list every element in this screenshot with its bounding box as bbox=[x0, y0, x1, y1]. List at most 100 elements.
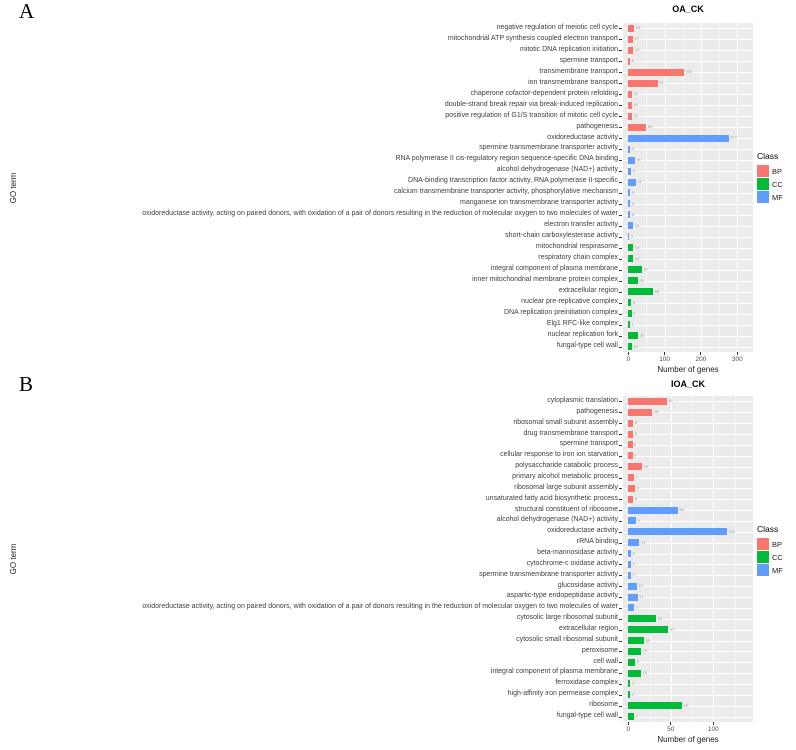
legend-items: BP CC MF bbox=[757, 538, 796, 576]
x-axis-title: Number of genes bbox=[657, 365, 719, 374]
category-label: spermine transmembrane transporter activ… bbox=[479, 144, 618, 152]
row-gridline bbox=[623, 247, 753, 249]
y-axis-tick bbox=[619, 488, 622, 490]
legend-title: Class bbox=[757, 151, 779, 161]
bar bbox=[628, 68, 685, 76]
bar-value-label: 6 bbox=[631, 58, 635, 64]
category-label: ribosomal small subunit assembly bbox=[513, 418, 618, 426]
row-gridline bbox=[623, 149, 753, 151]
category-label: high-affinity iron permease complex bbox=[507, 690, 618, 698]
bar bbox=[628, 506, 678, 514]
category-label: mitochondrial ATP synthesis coupled elec… bbox=[447, 34, 618, 42]
category-label: rRNA binding bbox=[576, 538, 618, 546]
row-gridline bbox=[623, 575, 753, 577]
row-gridline bbox=[623, 291, 753, 293]
bar bbox=[628, 57, 631, 65]
legend: Class BP CC MF bbox=[757, 151, 796, 204]
bar bbox=[628, 299, 632, 307]
category-label: extracellular region bbox=[558, 625, 618, 633]
x-axis-tick bbox=[627, 352, 629, 355]
bar-value-label: 21 bbox=[637, 179, 642, 185]
y-axis-tick bbox=[619, 39, 622, 41]
legend-item-cc: CC bbox=[757, 178, 796, 190]
category-label: ribosomal large subunit assembly bbox=[514, 483, 618, 491]
bar-value-label: 2 bbox=[631, 691, 634, 697]
bar bbox=[628, 637, 644, 644]
y-axis-tick bbox=[619, 477, 622, 479]
bar-value-label: 5 bbox=[631, 211, 634, 217]
row-gridline bbox=[623, 214, 753, 216]
minor-gridline bbox=[682, 23, 684, 352]
y-axis-tick bbox=[619, 466, 622, 468]
category-label: cell wall bbox=[593, 657, 618, 665]
row-gridline bbox=[623, 412, 753, 414]
bar bbox=[628, 539, 640, 547]
bar bbox=[628, 211, 631, 219]
panel-letter-a: A bbox=[19, 0, 35, 23]
row-gridline bbox=[623, 269, 753, 271]
category-label: DNA-binding transcription factor activit… bbox=[408, 177, 618, 185]
bar-value-label: 12 bbox=[634, 36, 639, 42]
bar-value-label: 5 bbox=[634, 452, 637, 458]
x-axis-tick bbox=[700, 352, 702, 355]
legend-item-mf: MF bbox=[757, 564, 796, 576]
category-label: double-strand break repair via break-ind… bbox=[444, 100, 618, 108]
row-gridline bbox=[623, 694, 753, 696]
bar bbox=[628, 255, 634, 263]
row-gridline bbox=[623, 182, 753, 184]
bar-value-label: 15 bbox=[642, 648, 647, 654]
y-axis-tick bbox=[619, 705, 622, 707]
y-axis-tick bbox=[619, 280, 622, 282]
row-gridline bbox=[623, 28, 753, 30]
plot-title: OA_CK bbox=[672, 4, 704, 14]
bar-value-label: 63 bbox=[683, 702, 688, 708]
category-label: beta-mannosidase activity bbox=[537, 549, 618, 557]
row-gridline bbox=[623, 258, 753, 260]
bar-value-label: 58 bbox=[679, 507, 684, 513]
y-axis-tick bbox=[619, 673, 622, 675]
row-gridline bbox=[623, 716, 753, 718]
bar bbox=[628, 452, 633, 460]
category-label: cytosolic small ribosomal subunit bbox=[516, 635, 618, 643]
bar bbox=[628, 321, 630, 329]
category-label: spermine transport bbox=[559, 56, 618, 64]
bar-value-label: 3 bbox=[632, 550, 635, 556]
row-gridline bbox=[623, 72, 753, 74]
major-gridline bbox=[628, 396, 630, 722]
bar bbox=[628, 463, 642, 471]
category-label: pathogenesis bbox=[576, 407, 618, 415]
plot-area: 16 12 14 6 154 81 11 10 11 50 277 5 18 8 21 5 5 5 14 3 14 14 3… bbox=[623, 23, 753, 352]
row-gridline bbox=[623, 444, 753, 446]
bar-value-label: 10 bbox=[638, 583, 643, 589]
row-gridline bbox=[623, 127, 753, 129]
category-label: nuclear pre-replicative complex bbox=[521, 297, 618, 305]
bar-value-label: 5 bbox=[634, 441, 637, 447]
bar bbox=[628, 112, 633, 120]
bar-value-label: 81 bbox=[659, 80, 664, 86]
bar bbox=[628, 495, 634, 503]
y-axis-tick bbox=[619, 434, 622, 436]
bar-value-label: 154 bbox=[685, 69, 693, 75]
y-axis-tick bbox=[619, 694, 622, 696]
y-axis-tick bbox=[619, 640, 622, 642]
bar bbox=[628, 397, 667, 405]
y-axis-tick bbox=[619, 423, 622, 425]
bar bbox=[628, 430, 634, 438]
y-axis-tick bbox=[619, 346, 622, 348]
category-label: glucosidase activity bbox=[557, 581, 618, 589]
category-label: mitotic DNA replication initiation bbox=[519, 45, 618, 53]
bar-value-label: 7 bbox=[635, 713, 638, 719]
category-label: polysaccharide catabolic process bbox=[515, 462, 618, 470]
bar bbox=[628, 658, 636, 666]
category-label: fungal-type cell wall bbox=[556, 711, 618, 719]
row-gridline bbox=[623, 324, 753, 326]
y-axis-tick bbox=[619, 324, 622, 326]
bar bbox=[628, 79, 658, 87]
bar-value-label: 9 bbox=[633, 310, 636, 316]
legend-swatch-cc bbox=[757, 178, 769, 190]
row-gridline bbox=[623, 116, 753, 118]
bar bbox=[628, 647, 642, 655]
row-gridline bbox=[623, 466, 753, 468]
legend-label: CC bbox=[772, 552, 783, 562]
